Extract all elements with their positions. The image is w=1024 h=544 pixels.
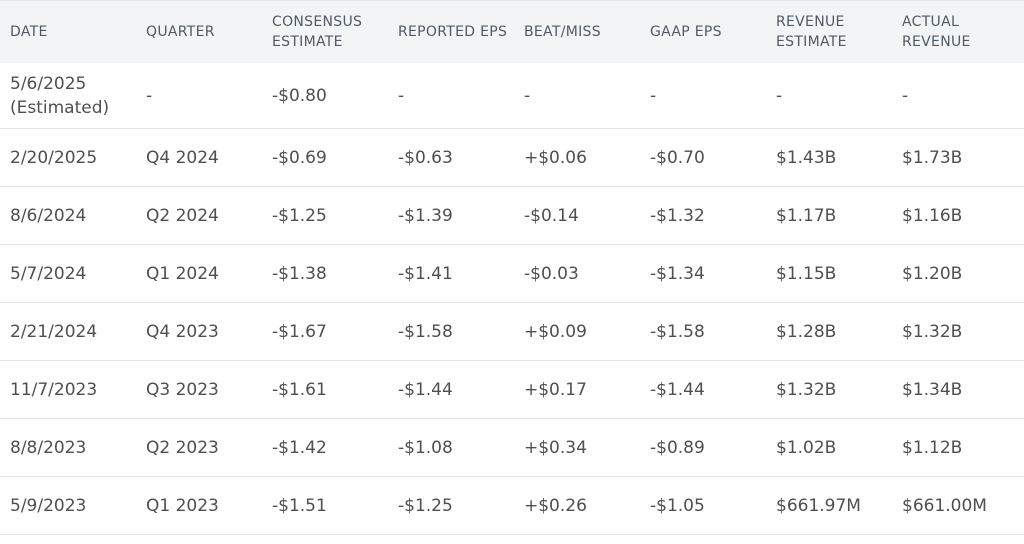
cell-quarter: Q3 2023 — [136, 360, 262, 419]
cell-date: 5/6/2025 (Estimated) — [0, 63, 136, 129]
cell-beat-miss: +$0.17 — [514, 360, 640, 419]
cell-date: 8/8/2023 — [0, 418, 136, 477]
table-row: 2/20/2025 Q4 2024 -$0.69 -$0.63 +$0.06 -… — [0, 128, 1024, 187]
cell-gaap-eps: -$0.89 — [640, 418, 766, 477]
cell-actual-revenue: $661.00M — [892, 476, 1024, 535]
cell-reported-eps: -$1.25 — [388, 476, 514, 535]
cell-date: 11/7/2023 — [0, 360, 136, 419]
cell-quarter: Q1 2023 — [136, 476, 262, 535]
table-row: 8/8/2023 Q2 2023 -$1.42 -$1.08 +$0.34 -$… — [0, 418, 1024, 477]
table-row: 5/7/2024 Q1 2024 -$1.38 -$1.41 -$0.03 -$… — [0, 244, 1024, 303]
cell-beat-miss: -$0.03 — [514, 244, 640, 303]
cell-beat-miss: +$0.26 — [514, 476, 640, 535]
cell-quarter: Q4 2023 — [136, 302, 262, 361]
column-header-reported-eps[interactable]: REPORTED EPS — [388, 0, 514, 63]
cell-date: 5/7/2024 — [0, 244, 136, 303]
cell-actual-revenue: $1.73B — [892, 128, 1024, 187]
cell-revenue-estimate: - — [766, 63, 892, 129]
table-row: 8/6/2024 Q2 2024 -$1.25 -$1.39 -$0.14 -$… — [0, 186, 1024, 245]
header-row: DATE QUARTER CONSENSUS ESTIMATE REPORTED… — [0, 0, 1024, 63]
cell-quarter: Q2 2024 — [136, 186, 262, 245]
cell-gaap-eps: -$1.44 — [640, 360, 766, 419]
cell-beat-miss: +$0.09 — [514, 302, 640, 361]
cell-quarter: Q4 2024 — [136, 128, 262, 187]
cell-consensus-estimate: -$0.80 — [262, 63, 388, 129]
cell-actual-revenue: $1.32B — [892, 302, 1024, 361]
cell-reported-eps: -$1.44 — [388, 360, 514, 419]
cell-revenue-estimate: $661.97M — [766, 476, 892, 535]
cell-consensus-estimate: -$1.61 — [262, 360, 388, 419]
cell-consensus-estimate: -$1.38 — [262, 244, 388, 303]
cell-actual-revenue: $1.16B — [892, 186, 1024, 245]
cell-consensus-estimate: -$1.42 — [262, 418, 388, 477]
cell-consensus-estimate: -$1.25 — [262, 186, 388, 245]
cell-reported-eps: -$1.08 — [388, 418, 514, 477]
cell-date: 2/21/2024 — [0, 302, 136, 361]
table-row: 2/21/2024 Q4 2023 -$1.67 -$1.58 +$0.09 -… — [0, 302, 1024, 361]
table-body: 5/6/2025 (Estimated) - -$0.80 - - - - - … — [0, 63, 1024, 535]
cell-revenue-estimate: $1.28B — [766, 302, 892, 361]
column-header-revenue-estimate[interactable]: REVENUE ESTIMATE — [766, 0, 892, 63]
cell-gaap-eps: -$1.05 — [640, 476, 766, 535]
cell-beat-miss: +$0.34 — [514, 418, 640, 477]
cell-gaap-eps: -$0.70 — [640, 128, 766, 187]
cell-reported-eps: -$1.41 — [388, 244, 514, 303]
cell-beat-miss: +$0.06 — [514, 128, 640, 187]
column-header-beat-miss[interactable]: BEAT/MISS — [514, 0, 640, 63]
cell-consensus-estimate: -$1.67 — [262, 302, 388, 361]
column-header-date[interactable]: DATE — [0, 0, 136, 63]
cell-gaap-eps: -$1.34 — [640, 244, 766, 303]
cell-quarter: Q1 2024 — [136, 244, 262, 303]
cell-actual-revenue: $1.34B — [892, 360, 1024, 419]
cell-consensus-estimate: -$0.69 — [262, 128, 388, 187]
table-header: DATE QUARTER CONSENSUS ESTIMATE REPORTED… — [0, 0, 1024, 63]
cell-date: 2/20/2025 — [0, 128, 136, 187]
cell-date: 5/9/2023 — [0, 476, 136, 535]
table-row: 5/6/2025 (Estimated) - -$0.80 - - - - - — [0, 63, 1024, 129]
cell-gaap-eps: -$1.32 — [640, 186, 766, 245]
cell-revenue-estimate: $1.02B — [766, 418, 892, 477]
cell-gaap-eps: - — [640, 63, 766, 129]
column-header-quarter[interactable]: QUARTER — [136, 0, 262, 63]
table-row: 5/9/2023 Q1 2023 -$1.51 -$1.25 +$0.26 -$… — [0, 476, 1024, 535]
cell-beat-miss: -$0.14 — [514, 186, 640, 245]
cell-actual-revenue: $1.20B — [892, 244, 1024, 303]
cell-actual-revenue: - — [892, 63, 1024, 129]
cell-revenue-estimate: $1.32B — [766, 360, 892, 419]
cell-reported-eps: - — [388, 63, 514, 129]
cell-revenue-estimate: $1.15B — [766, 244, 892, 303]
column-header-consensus-estimate[interactable]: CONSENSUS ESTIMATE — [262, 0, 388, 63]
cell-quarter: - — [136, 63, 262, 129]
cell-reported-eps: -$1.58 — [388, 302, 514, 361]
cell-consensus-estimate: -$1.51 — [262, 476, 388, 535]
cell-gaap-eps: -$1.58 — [640, 302, 766, 361]
cell-revenue-estimate: $1.43B — [766, 128, 892, 187]
column-header-gaap-eps[interactable]: GAAP EPS — [640, 0, 766, 63]
cell-actual-revenue: $1.12B — [892, 418, 1024, 477]
cell-reported-eps: -$0.63 — [388, 128, 514, 187]
table-row: 11/7/2023 Q3 2023 -$1.61 -$1.44 +$0.17 -… — [0, 360, 1024, 419]
column-header-actual-revenue[interactable]: ACTUAL REVENUE — [892, 0, 1024, 63]
cell-date: 8/6/2024 — [0, 186, 136, 245]
cell-reported-eps: -$1.39 — [388, 186, 514, 245]
cell-revenue-estimate: $1.17B — [766, 186, 892, 245]
cell-quarter: Q2 2023 — [136, 418, 262, 477]
cell-beat-miss: - — [514, 63, 640, 129]
